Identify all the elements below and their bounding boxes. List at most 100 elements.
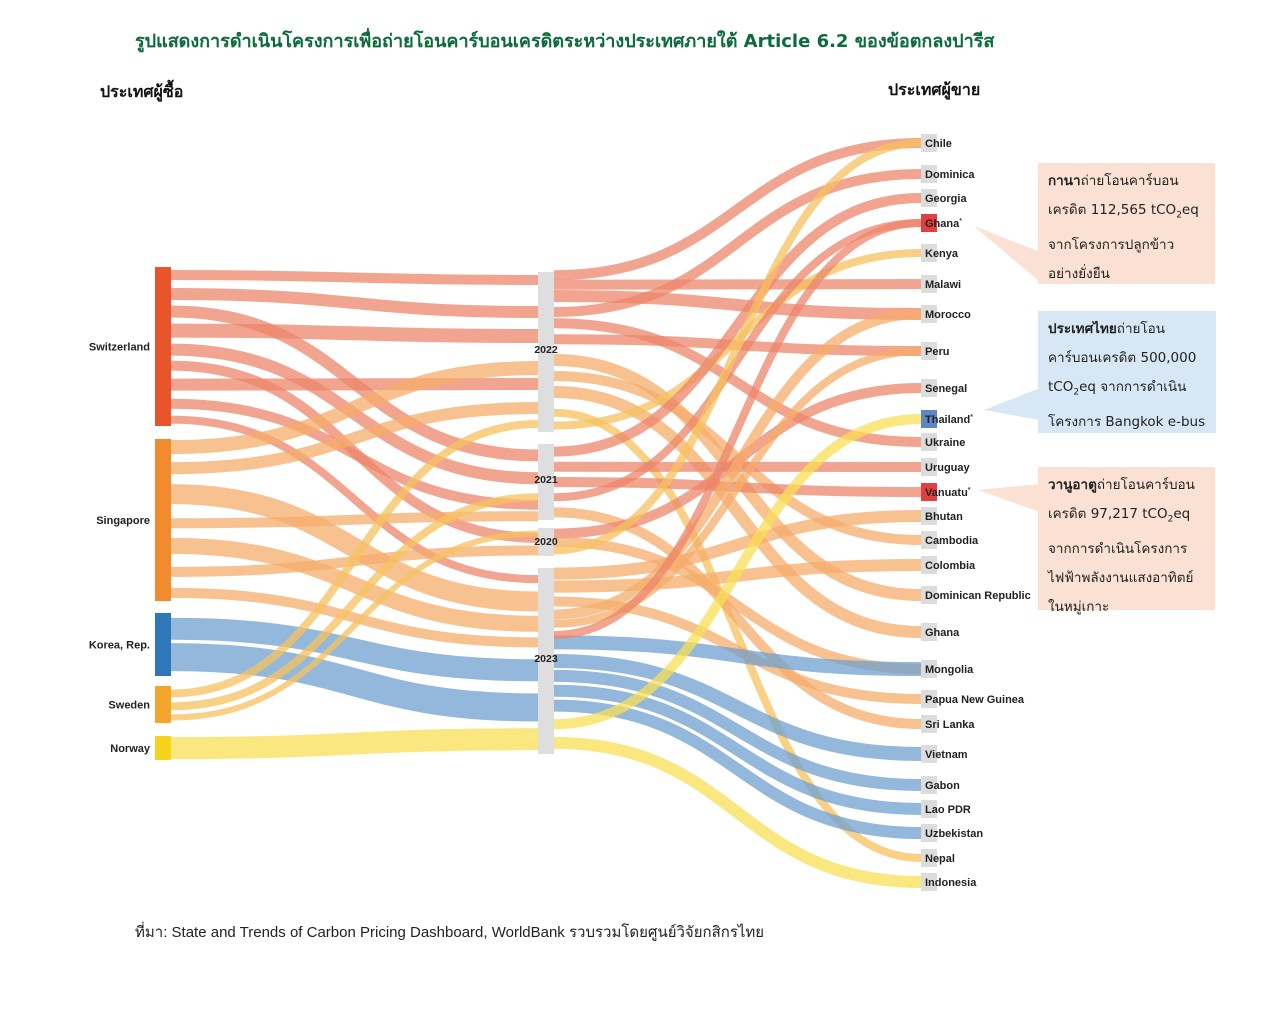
buyer-node-sweden bbox=[155, 686, 171, 723]
year-seller-flow bbox=[553, 139, 922, 555]
seller-label: Lao PDR bbox=[925, 804, 971, 816]
seller-label: Chile bbox=[925, 138, 952, 150]
seller-node bbox=[921, 715, 937, 733]
seller-node bbox=[921, 214, 937, 232]
year-seller-flow bbox=[553, 635, 922, 676]
year-label: 2023 bbox=[534, 653, 558, 665]
seller-label: Dominican Republic bbox=[925, 590, 1031, 602]
buyer-year-flow bbox=[170, 728, 539, 759]
year-node-2021 bbox=[538, 444, 554, 520]
seller-node bbox=[921, 556, 937, 574]
year-node-2020 bbox=[538, 528, 554, 556]
seller-label: Ukraine bbox=[925, 437, 965, 449]
seller-node bbox=[921, 690, 937, 708]
year-seller-flow bbox=[553, 279, 922, 290]
buyer-year-flow bbox=[170, 398, 539, 510]
seller-column-header: ประเทศผู้ขาย bbox=[888, 80, 981, 99]
year-seller-flow bbox=[553, 684, 922, 815]
callout-line: อย่างยั่งยืน bbox=[1048, 265, 1110, 282]
buyer-node-switzerland bbox=[155, 267, 171, 426]
callout-line: จากโครงการปลูกข้าว bbox=[1048, 236, 1175, 253]
seller-node bbox=[921, 660, 937, 678]
buyer-year-flow bbox=[170, 420, 539, 698]
callout-line: วานูอาตูถ่ายโอนคาร์บอน bbox=[1048, 477, 1195, 493]
year-seller-flow bbox=[553, 654, 922, 761]
seller-node bbox=[921, 433, 937, 451]
callout-line: กานาถ่ายโอนคาร์บอน bbox=[1048, 173, 1179, 189]
buyer-year-flow bbox=[170, 511, 539, 529]
buyer-year-flow bbox=[170, 323, 539, 343]
buyer-node-korea-rep- bbox=[155, 613, 171, 676]
year-seller-flow bbox=[553, 354, 922, 601]
seller-label: Senegal bbox=[925, 383, 967, 395]
callout-line: เครดิต 97,217 tCO2eq bbox=[1048, 506, 1191, 525]
buyer-year-flow bbox=[170, 617, 539, 682]
buyer-year-flow bbox=[170, 269, 539, 285]
year-seller-flow bbox=[553, 219, 922, 502]
seller-node bbox=[921, 275, 937, 293]
callout-line: จากการดำเนินโครงการ bbox=[1048, 540, 1188, 557]
buyer-label: Singapore bbox=[96, 515, 150, 527]
buyer-label: Korea, Rep. bbox=[89, 640, 150, 652]
buyer-year-flow bbox=[170, 493, 539, 711]
seller-label: Vanuatu* bbox=[925, 487, 971, 499]
callout-line: ประเทศไทยถ่ายโอน bbox=[1048, 321, 1166, 337]
year-seller-flow bbox=[553, 219, 922, 639]
seller-node bbox=[921, 189, 937, 207]
buyer-node-norway bbox=[155, 736, 171, 760]
seller-label: Malawi bbox=[925, 279, 961, 291]
seller-node bbox=[921, 800, 937, 818]
seller-node bbox=[921, 873, 937, 891]
seller-node bbox=[921, 410, 937, 428]
page-title: รูปแสดงการดำเนินโครงการเพื่อถ่ายโอนคาร์บ… bbox=[135, 31, 995, 52]
buyer-year-flow bbox=[170, 415, 539, 584]
buyer-year-flow bbox=[170, 484, 539, 612]
seller-node bbox=[921, 623, 937, 641]
year-seller-flow bbox=[553, 193, 922, 457]
year-seller-flow bbox=[553, 414, 922, 730]
buyer-node-singapore bbox=[155, 439, 171, 601]
buyer-column-header: ประเทศผู้ซื้อ bbox=[100, 82, 184, 101]
callout-line: ในหมู่เกาะ bbox=[1048, 598, 1110, 615]
seller-node bbox=[921, 305, 937, 323]
buyer-year-flow bbox=[170, 530, 539, 721]
seller-label: Colombia bbox=[925, 560, 976, 572]
buyer-year-flow bbox=[170, 537, 539, 632]
seller-label: Sri Lanka bbox=[925, 719, 975, 731]
callout-thailand: ประเทศไทยถ่ายโอน คาร์บอนเครดิต 500,000 tCO… bbox=[1038, 311, 1216, 433]
year-seller-flow bbox=[553, 138, 922, 281]
seller-node bbox=[921, 824, 937, 842]
seller-label: Ghana* bbox=[925, 218, 962, 230]
callout-pointer-ghana bbox=[974, 226, 1040, 282]
year-node-2022 bbox=[538, 272, 554, 432]
seller-label: Gabon bbox=[925, 780, 960, 792]
buyer-label: Norway bbox=[110, 743, 151, 755]
year-node-2023 bbox=[538, 568, 554, 754]
buyer-year-flow bbox=[170, 402, 539, 475]
year-seller-flow bbox=[553, 386, 922, 638]
seller-node bbox=[921, 165, 937, 183]
buyer-year-flow bbox=[170, 288, 539, 318]
seller-label: Uruguay bbox=[925, 462, 971, 474]
seller-label: Peru bbox=[925, 346, 949, 358]
seller-node bbox=[921, 458, 937, 476]
seller-label: Vietnam bbox=[925, 749, 968, 761]
seller-label: Bhutan bbox=[925, 511, 963, 523]
seller-label: Morocco bbox=[925, 309, 971, 321]
seller-label: Kenya bbox=[925, 248, 959, 260]
year-seller-flow bbox=[553, 169, 922, 317]
callout-pointer-thailand bbox=[984, 388, 1040, 420]
buyer-year-flow bbox=[170, 587, 539, 648]
callout-line: โครงการ Bangkok e-bus bbox=[1048, 413, 1206, 430]
year-seller-flow bbox=[553, 510, 922, 580]
seller-label: Nepal bbox=[925, 853, 955, 865]
year-seller-flow bbox=[553, 669, 922, 791]
seller-label: Ghana bbox=[925, 627, 960, 639]
year-label: 2020 bbox=[534, 536, 558, 548]
seller-label: Indonesia bbox=[925, 877, 977, 889]
seller-node bbox=[921, 745, 937, 763]
buyer-year-flow bbox=[170, 378, 539, 391]
seller-node bbox=[921, 483, 937, 501]
seller-label: Cambodia bbox=[925, 535, 979, 547]
seller-label: Georgia bbox=[925, 193, 967, 205]
